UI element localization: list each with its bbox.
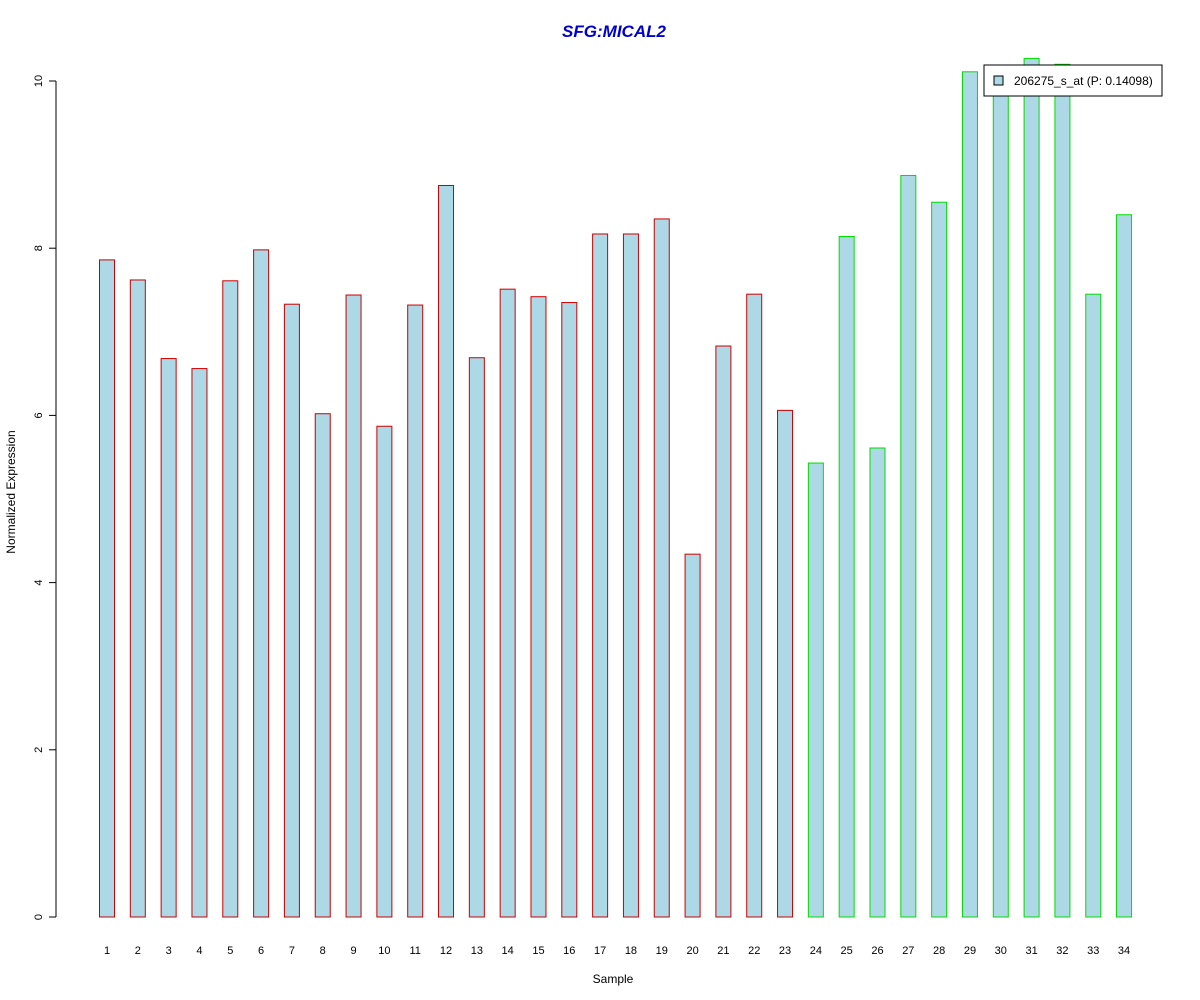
x-tick-label: 3: [166, 945, 172, 957]
bar-sample-25: [838, 236, 855, 918]
bars: [99, 57, 1133, 918]
bar-sample-22: [746, 293, 763, 918]
bar-sample-27: [900, 174, 917, 918]
x-tick-label: 28: [933, 945, 945, 957]
legend: 206275_s_at (P: 0.14098): [983, 64, 1163, 97]
bar-sample-3: [160, 358, 177, 918]
bar-sample-15: [530, 296, 547, 918]
x-tick-labels: 1 2 3 4 5 6 7 8 9 10 11 12 13 14 15 16 17 18 19 20 21 22 23 24 2…: [104, 945, 1130, 957]
x-tick-label: 10: [378, 945, 390, 957]
x-tick-label: 15: [532, 945, 544, 957]
x-tick-label: 31: [1025, 945, 1037, 957]
bar-sample-21: [715, 345, 732, 918]
x-tick-label: 7: [289, 945, 295, 957]
legend-series-name: 206275_s_at (P: 0.14098): [1014, 74, 1153, 88]
x-tick-label: 23: [779, 945, 791, 957]
y-tick-label: 6: [33, 412, 45, 418]
bar-sample-1: [99, 259, 115, 918]
x-tick-label: 6: [258, 945, 264, 957]
legend-swatch: [993, 75, 1004, 86]
x-tick-label: 34: [1118, 945, 1130, 957]
x-axis-label: Sample: [593, 972, 634, 986]
x-tick-label: 17: [594, 945, 606, 957]
y-tick-label: 2: [33, 747, 45, 753]
bar-sample-24: [807, 462, 824, 918]
bar-sample-13: [468, 357, 485, 918]
x-tick-label: 1: [104, 945, 110, 957]
chart-title: SFG:MICAL2: [562, 22, 666, 41]
bar-sample-5: [222, 280, 239, 918]
x-tick-label: 9: [350, 945, 356, 957]
y-axis: 0 2 4 6 8 10: [33, 75, 57, 920]
bar-sample-8: [314, 413, 331, 918]
x-tick-label: 16: [563, 945, 575, 957]
bar-sample-4: [191, 368, 208, 918]
bar-sample-34: [1116, 214, 1133, 918]
bar-sample-28: [931, 201, 948, 918]
bar-sample-30: [992, 88, 1009, 918]
x-tick-label: 26: [871, 945, 883, 957]
bar-sample-18: [622, 233, 639, 918]
x-tick-label: 24: [810, 945, 822, 957]
bar-sample-7: [283, 303, 300, 918]
bar-sample-11: [407, 304, 424, 918]
x-tick-label: 14: [502, 945, 514, 957]
bar-sample-33: [1085, 293, 1102, 918]
x-tick-label: 12: [440, 945, 452, 957]
x-tick-label: 11: [409, 945, 420, 957]
y-tick-label: 0: [33, 914, 45, 920]
bar-sample-32: [1054, 63, 1071, 918]
y-tick-label: 10: [33, 75, 45, 87]
bar-sample-6: [253, 249, 270, 918]
y-tick-label: 8: [33, 245, 45, 251]
y-tick-label: 4: [33, 580, 45, 586]
bar-sample-19: [653, 218, 670, 918]
bar-sample-10: [376, 425, 393, 918]
bar-sample-17: [592, 233, 609, 918]
bar-sample-14: [499, 288, 516, 918]
legend-box: [983, 64, 1163, 97]
x-tick-label: 8: [320, 945, 326, 957]
x-tick-label: 20: [686, 945, 698, 957]
x-tick-label: 2: [135, 945, 141, 957]
bar-sample-2: [129, 279, 146, 918]
x-tick-label: 32: [1056, 945, 1068, 957]
bar-sample-9: [345, 294, 362, 918]
x-tick-label: 21: [717, 945, 729, 957]
x-tick-label: 33: [1087, 945, 1099, 957]
x-tick-label: 19: [656, 945, 668, 957]
x-tick-label: 29: [964, 945, 976, 957]
x-tick-label: 30: [995, 945, 1007, 957]
y-axis-label: Normalized Expression: [4, 430, 18, 553]
x-tick-label: 13: [471, 945, 483, 957]
bar-sample-29: [961, 71, 978, 918]
bar-sample-26: [869, 447, 886, 918]
x-tick-label: 18: [625, 945, 637, 957]
x-tick-label: 22: [748, 945, 760, 957]
x-tick-label: 5: [227, 945, 233, 957]
bar-sample-12: [438, 185, 455, 918]
x-tick-label: 25: [841, 945, 853, 957]
bar-sample-23: [777, 409, 794, 918]
bar-sample-31: [1023, 57, 1040, 918]
bar-sample-20: [684, 553, 701, 918]
x-tick-label: 27: [902, 945, 914, 957]
bar-sample-16: [561, 302, 578, 918]
x-tick-label: 4: [196, 945, 202, 957]
